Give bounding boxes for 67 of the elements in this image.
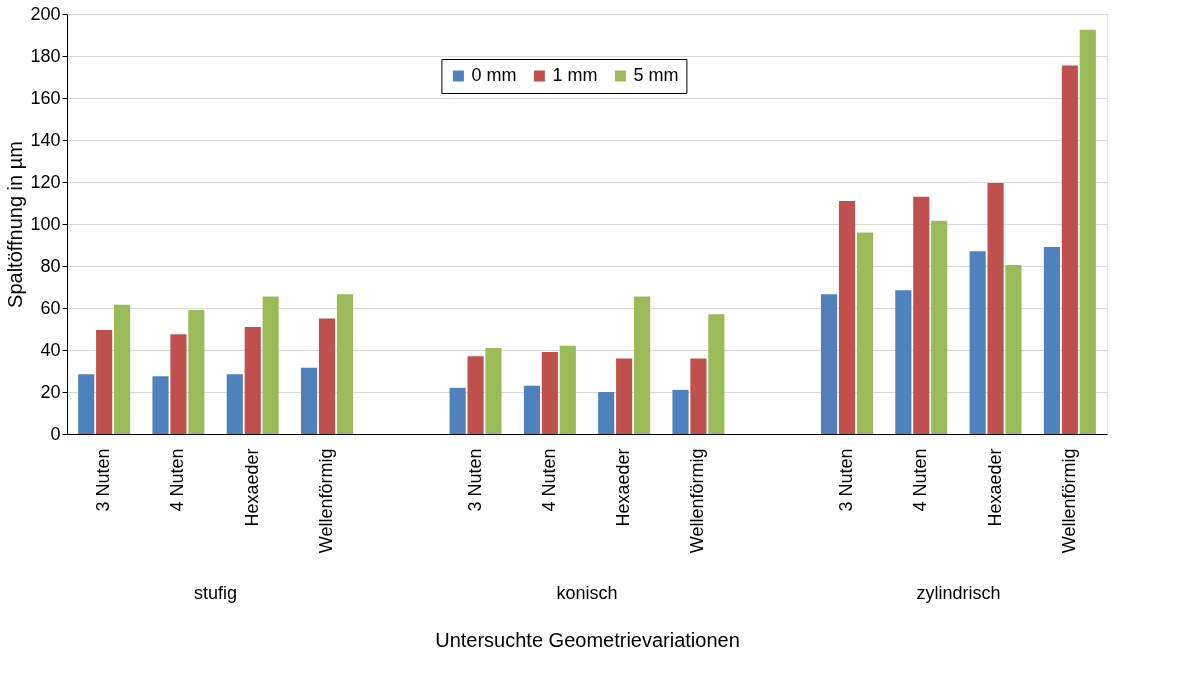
bar [931, 220, 948, 434]
bar [821, 294, 838, 434]
text: konisch [556, 583, 618, 603]
y-tick-label: 80 [40, 255, 61, 276]
y-tick-label: 140 [30, 129, 61, 150]
y-tick-label: 0 [50, 423, 61, 444]
bar [318, 318, 336, 434]
x-tick-label: Wellenförmig [316, 448, 336, 554]
y-tick-label: 100 [30, 213, 61, 234]
bar [301, 367, 318, 434]
x-tick-label: Wellenförmig [1058, 448, 1079, 554]
bar [152, 376, 169, 434]
bar [616, 358, 633, 434]
bar [226, 374, 243, 434]
bar [541, 352, 558, 434]
bar [1079, 29, 1096, 434]
bar [913, 196, 930, 434]
bar [449, 387, 466, 434]
bar [1005, 264, 1022, 434]
y-tick-label: 40 [40, 339, 61, 360]
bar [523, 385, 540, 434]
y-tick-label: 200 [30, 3, 61, 24]
y-tick-label: 160 [30, 87, 61, 108]
x-tick-label: 4 Nuten [538, 448, 559, 512]
bar [336, 294, 353, 434]
bar [485, 347, 502, 434]
x-axis-title: Untersuchte Geometrievariationen [435, 629, 740, 652]
bar [634, 296, 651, 434]
x-tick-label: Hexaeder [613, 448, 634, 527]
bar [467, 356, 484, 434]
y-tick-label: 120 [30, 171, 61, 192]
bar [170, 334, 187, 434]
bar [114, 304, 131, 434]
bar [244, 326, 261, 434]
bar [188, 310, 205, 434]
bar [262, 296, 279, 434]
bar [708, 314, 725, 434]
bar [838, 200, 856, 434]
bar [598, 392, 615, 434]
text: zylindrisch [916, 583, 1001, 603]
y-tick-label: 20 [40, 381, 61, 402]
bar [78, 374, 95, 434]
x-tick-label: 4 Nuten [167, 448, 188, 512]
y-axis-title: Spaltöffnung in µm [4, 141, 27, 308]
x-tick-label: 3 Nuten [836, 448, 856, 512]
legend-label: 5 mm [633, 65, 679, 85]
bar [559, 345, 576, 434]
y-tick-label: 180 [30, 45, 61, 66]
bar [1061, 65, 1078, 434]
x-tick-label: Wellenförmig [687, 448, 708, 554]
legend-label: 0 mm [471, 65, 517, 85]
bar [690, 358, 707, 434]
text: stufig [194, 583, 238, 603]
x-tick-label: Hexaeder [241, 448, 262, 527]
bar [856, 232, 873, 434]
y-tick-label: 60 [40, 297, 61, 318]
x-tick-label: Hexaeder [984, 448, 1005, 527]
bar [1043, 247, 1060, 434]
bar [895, 290, 912, 434]
bar [987, 183, 1004, 434]
bar [672, 389, 689, 434]
x-tick-label: 3 Nuten [464, 448, 485, 512]
x-tick-label: 3 Nuten [93, 448, 114, 512]
bar [969, 251, 986, 434]
x-tick-label: 4 Nuten [910, 448, 931, 512]
legend-label: 1 mm [552, 65, 598, 85]
bar [96, 330, 113, 434]
